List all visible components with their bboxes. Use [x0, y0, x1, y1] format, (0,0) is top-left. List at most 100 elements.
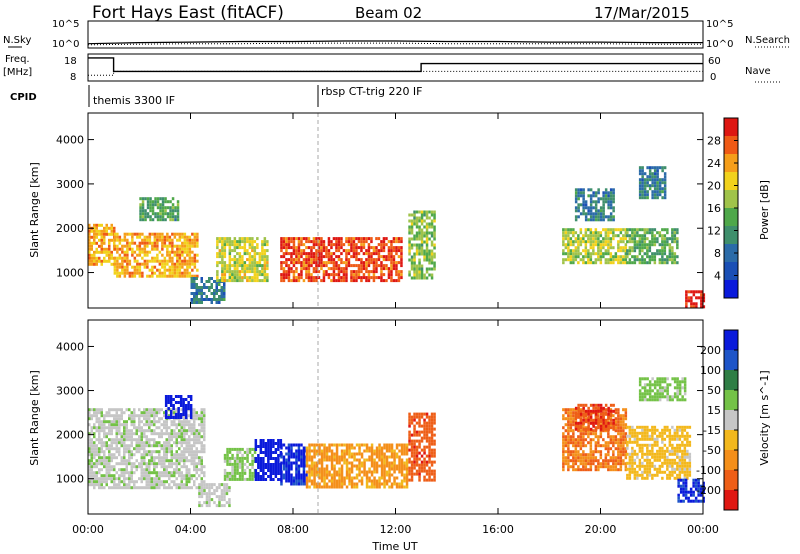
cell-0 — [100, 247, 103, 251]
cell-0 — [195, 486, 198, 490]
cell-5 — [300, 461, 303, 465]
cell-0 — [175, 471, 178, 475]
cell-0 — [145, 444, 148, 448]
cell-4 — [264, 442, 268, 445]
cell-6 — [418, 216, 421, 220]
cell-8 — [612, 450, 615, 454]
cell-4 — [233, 270, 237, 274]
cell-6 — [388, 476, 391, 480]
cell-8 — [607, 444, 610, 448]
cell-8 — [582, 209, 585, 213]
cell-4 — [236, 261, 239, 265]
cell-0 — [120, 435, 123, 439]
cell-0 — [108, 232, 111, 236]
cell-0 — [143, 414, 146, 418]
cell-9 — [646, 255, 649, 259]
cell-8 — [609, 212, 613, 216]
cell-0 — [180, 435, 183, 439]
cell-5 — [317, 249, 321, 253]
cell-0 — [95, 438, 98, 442]
cell-9 — [671, 246, 674, 250]
cell-0 — [88, 235, 91, 239]
cell-5 — [287, 237, 291, 241]
cell-10 — [653, 166, 657, 170]
cell-1 — [156, 244, 159, 248]
cell-2 — [149, 203, 152, 207]
freq-series-1 — [88, 70, 703, 76]
cell-4 — [258, 264, 262, 268]
cell-1 — [184, 404, 188, 407]
cell-8 — [582, 441, 585, 445]
cell-8 — [582, 203, 585, 207]
cell-7 — [433, 472, 436, 476]
cell-7 — [584, 228, 588, 232]
cell-5 — [367, 279, 371, 283]
cell-8 — [592, 459, 595, 463]
cell-8 — [619, 459, 623, 463]
cell-1 — [187, 395, 190, 398]
cell-4 — [267, 460, 270, 463]
cell-5 — [400, 276, 403, 280]
cell-5 — [375, 267, 378, 271]
cell-4 — [236, 267, 239, 271]
cell-5 — [357, 267, 361, 271]
cell-8 — [607, 453, 610, 457]
cell-7 — [410, 415, 414, 419]
cell-4 — [254, 448, 258, 451]
cell-2 — [151, 218, 155, 222]
cell-3 — [220, 295, 223, 298]
cell-7 — [410, 463, 414, 467]
cell-0 — [185, 474, 188, 478]
cell-7 — [589, 258, 593, 262]
cell-8 — [592, 200, 595, 204]
cell-7 — [567, 240, 570, 244]
cell-6 — [368, 455, 371, 459]
cell-3 — [231, 453, 234, 457]
cell-4 — [221, 243, 224, 247]
cell-0 — [140, 429, 143, 433]
cell-6 — [393, 464, 396, 468]
cell-6 — [425, 255, 429, 259]
cell-5 — [325, 246, 328, 250]
cell-5 — [315, 279, 318, 283]
cell-9 — [638, 243, 642, 247]
cell-8 — [564, 462, 568, 466]
cell-5 — [355, 270, 358, 274]
cell-9 — [589, 427, 593, 431]
cell-1 — [146, 241, 149, 245]
cell-0 — [163, 456, 166, 460]
cell-6 — [393, 449, 396, 453]
cell-8 — [602, 215, 605, 219]
cell-6 — [333, 443, 336, 447]
cell-0 — [165, 423, 168, 427]
cell-1 — [143, 250, 147, 254]
cell-0 — [138, 429, 141, 433]
cell-4 — [246, 237, 249, 241]
cell-5 — [292, 482, 296, 486]
cell-8 — [624, 462, 628, 466]
cell-5 — [400, 237, 403, 241]
cell-0 — [118, 474, 121, 478]
cell-5 — [375, 237, 378, 241]
cell-0 — [188, 444, 191, 448]
cell-0 — [120, 432, 123, 436]
cell-5 — [332, 261, 336, 265]
cell-5 — [390, 240, 393, 244]
cell-7 — [433, 415, 436, 419]
cell-1 — [178, 235, 182, 239]
cell-6 — [413, 243, 416, 247]
cell-8 — [564, 423, 568, 427]
cell-0 — [180, 471, 183, 475]
cell-0 — [180, 480, 183, 484]
cell-8 — [607, 194, 610, 198]
cell-5 — [302, 449, 306, 453]
cbar-seg-5 — [724, 208, 738, 227]
cell-0 — [153, 486, 156, 490]
cell-0 — [175, 453, 178, 457]
cell-1 — [151, 265, 154, 269]
cell-6 — [358, 461, 361, 465]
cell-10 — [661, 178, 664, 182]
cell-6 — [343, 461, 346, 465]
cell-0 — [178, 462, 181, 466]
cell-7 — [599, 231, 603, 235]
